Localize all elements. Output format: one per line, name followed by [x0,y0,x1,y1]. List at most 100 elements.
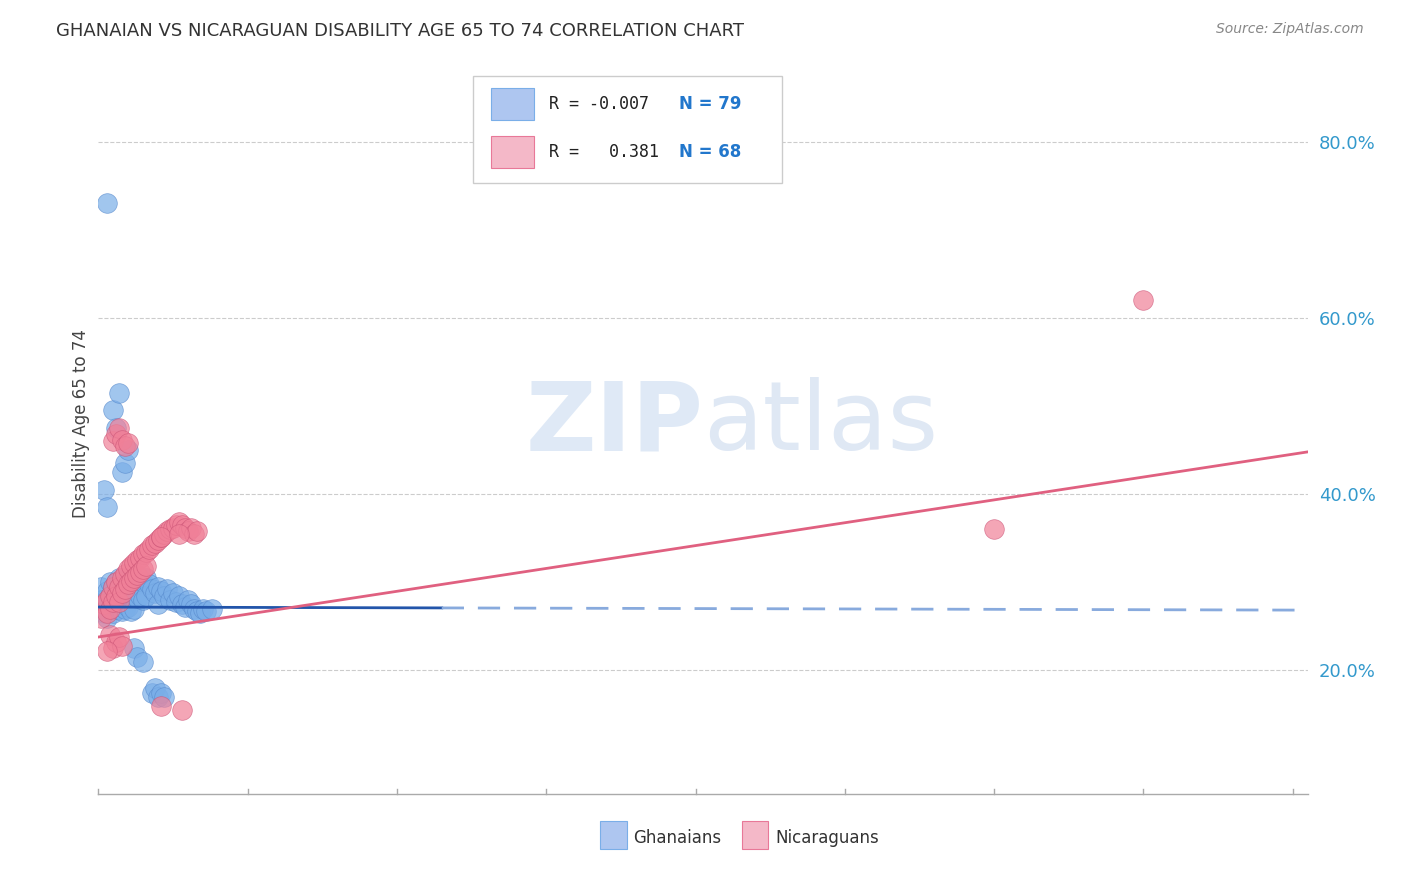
Point [153,527,176,541]
Point [108,571,131,585]
Point [114,456,136,470]
Point [170,703,193,717]
Y-axis label: Disability Age 65 to 74: Disability Age 65 to 74 [72,329,90,518]
Point [93,598,115,612]
Point [117,436,139,450]
Point [96,598,118,612]
Point [132,562,155,576]
Point [114,582,136,597]
Point [127,553,149,567]
Point [135,571,157,585]
Point [191,602,214,616]
Point [108,589,131,603]
Point [103,595,125,609]
Point [98,628,121,642]
Point [174,521,197,535]
Point [111,580,134,594]
Point [96,644,118,658]
Point [153,589,176,603]
Point [143,681,166,695]
Point [129,565,152,579]
Point [103,641,125,656]
Point [132,575,155,590]
Point [150,529,173,543]
Point [162,521,184,535]
Point [96,196,118,211]
Bar [492,136,534,169]
Point [156,524,179,539]
Point [156,582,179,597]
Point [90,610,112,624]
Point [138,577,160,591]
Point [983,523,1005,537]
Point [122,571,145,585]
Point [180,598,202,612]
Point [186,603,208,617]
Point [127,650,149,665]
Point [93,606,115,620]
Point [167,516,190,530]
Point [141,685,163,699]
Point [111,571,134,585]
Bar [742,822,768,849]
Point [103,580,125,594]
Text: N = 79: N = 79 [679,95,741,113]
Point [96,610,118,624]
Point [114,439,136,453]
Point [117,571,139,585]
Bar [600,822,627,849]
Point [105,635,128,649]
Point [170,598,193,612]
Point [183,602,205,616]
Point [188,606,211,620]
Point [105,421,128,435]
Point [129,589,152,603]
Point [111,593,134,607]
Point [135,544,157,558]
Point [117,562,139,576]
Point [98,602,121,616]
Point [141,582,163,597]
Point [122,602,145,616]
Point [150,529,173,543]
Point [103,434,125,449]
Point [98,602,121,616]
Point [114,566,136,581]
Point [165,595,187,609]
Point [135,589,157,603]
Point [132,593,155,607]
Point [120,577,142,591]
Point [103,606,125,620]
Point [122,641,145,656]
Point [143,586,166,600]
Point [105,575,128,590]
Text: atlas: atlas [703,377,938,470]
Point [105,589,128,603]
Point [159,523,181,537]
Point [122,588,145,602]
Point [1132,293,1154,308]
Text: R =   0.381: R = 0.381 [550,143,659,161]
Point [108,630,131,644]
Point [108,580,131,594]
Point [96,606,118,620]
Point [93,483,115,497]
Point [132,547,155,561]
Point [114,589,136,603]
Point [114,602,136,616]
Text: Ghanaians: Ghanaians [633,830,721,847]
Point [111,639,134,653]
Point [127,577,149,591]
Point [90,580,112,594]
Point [177,593,200,607]
Point [105,427,128,442]
Point [122,574,145,588]
Point [146,598,169,612]
Point [174,600,197,615]
Point [98,589,121,603]
Point [143,535,166,549]
Point [117,600,139,615]
Point [177,524,200,539]
Point [120,574,142,588]
Point [105,602,128,616]
